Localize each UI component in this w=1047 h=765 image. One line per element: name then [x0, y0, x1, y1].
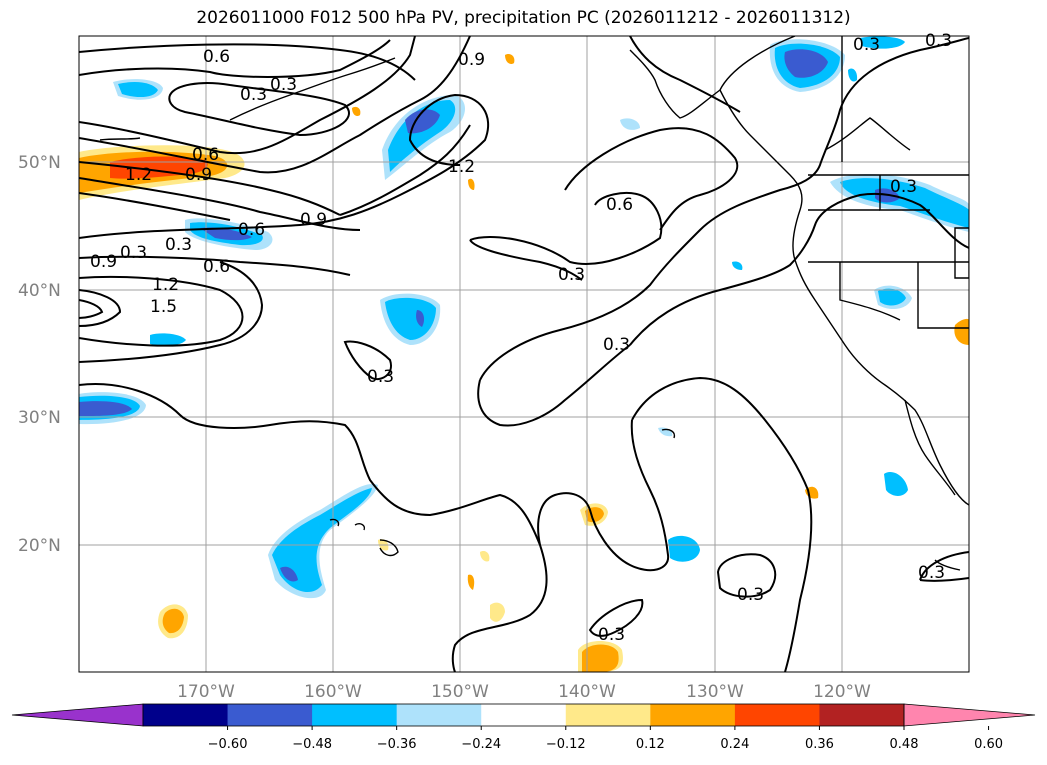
precip-positive-blob	[505, 53, 515, 65]
colorbar-tick-label: −0.24	[461, 737, 501, 752]
lon-label: 170°W	[177, 682, 235, 702]
precip-negative-blob	[848, 68, 858, 82]
figure-title: 2026011000 F012 500 hPa PV, precipitatio…	[196, 8, 851, 28]
precip-negative-blob	[860, 36, 905, 49]
colorbar-tick-label: 0.60	[974, 737, 1003, 752]
precip-positive-blob	[954, 318, 969, 345]
precip-negative-blob	[385, 297, 436, 340]
contour-label: 0.3	[240, 85, 267, 105]
precip-negative-blob	[416, 310, 425, 327]
map-frame	[78, 35, 970, 673]
precip-positive-blob	[468, 178, 475, 190]
lat-label: 30°N	[18, 408, 61, 428]
lat-label: 20°N	[18, 536, 61, 556]
contour-label: 0.3	[165, 235, 192, 255]
precip-positive-blob	[480, 551, 490, 562]
colorbar-extend-min	[11, 703, 144, 727]
contour-label: 0.3	[853, 35, 880, 55]
colorbar-tick-label: −0.36	[377, 737, 417, 752]
contour-label: 0.9	[300, 210, 327, 230]
lat-label: 40°N	[18, 281, 61, 301]
contour-label: 0.9	[185, 165, 212, 185]
contour-label: 0.9	[90, 252, 117, 272]
colorbar-segment	[734, 704, 820, 726]
colorbar-segment	[650, 704, 736, 726]
colorbar-tick-label: −0.48	[292, 737, 332, 752]
contour-label: 0.3	[120, 243, 147, 263]
precip-negative-blob	[620, 118, 640, 130]
lon-label: 140°W	[558, 682, 616, 702]
colorbar-tick-label: 0.12	[636, 737, 665, 752]
colorbar-segment	[227, 704, 313, 726]
lon-label: 120°W	[813, 682, 871, 702]
contour-label: 0.6	[203, 257, 230, 277]
colorbar-tick-label: −0.12	[546, 737, 586, 752]
colorbar-tick-label: 0.48	[890, 737, 919, 752]
precip-negative-blob	[405, 109, 440, 134]
contour-label: 0.3	[598, 625, 625, 645]
contour-label: 0.6	[203, 47, 230, 67]
precip-negative-blob	[150, 333, 186, 346]
colorbar-tick-label: −0.60	[208, 737, 248, 752]
contour-label: 1.5	[150, 297, 177, 317]
colorbar-segment	[312, 704, 398, 726]
precip-positive-blob	[490, 602, 505, 622]
colorbar-segment	[819, 704, 905, 726]
precip-fill-layer	[79, 36, 969, 672]
precip-negative-blob	[118, 82, 158, 98]
contour-label: 0.3	[270, 75, 297, 95]
precip-negative-blob	[784, 49, 828, 78]
contour-label: 0.6	[606, 195, 633, 215]
graticule	[79, 36, 969, 672]
contour-label: 0.3	[558, 265, 585, 285]
contour-label: 0.6	[238, 220, 265, 240]
precip-negative-blob	[884, 471, 908, 496]
lon-label: 150°W	[431, 682, 489, 702]
colorbar: −0.60 −0.48 −0.36 −0.24 −0.12 0.12 0.24 0.36 0.4…	[11, 703, 1036, 752]
contour-label-layer: 0.6 0.3 0.9 0.3 0.6 1.2 0.6 0.9 0.3 0.9 …	[90, 31, 952, 645]
lat-label: 50°N	[18, 153, 61, 173]
colorbar-tick-label: 0.24	[720, 737, 749, 752]
lon-label: 130°W	[686, 682, 744, 702]
contour-label: 0.3	[737, 585, 764, 605]
precip-negative-blob	[280, 566, 298, 582]
precip-negative-blob	[200, 227, 252, 241]
precip-positive-blob	[352, 106, 361, 117]
precip-negative-blob	[79, 401, 132, 416]
contour-label: 1.2	[448, 157, 475, 177]
colorbar-segment	[396, 704, 482, 726]
precip-negative-blob	[272, 488, 372, 593]
contour-label: 0.3	[367, 367, 394, 387]
colorbar-segment	[565, 704, 651, 726]
lat-label-group: 50°N 40°N 30°N 20°N	[18, 153, 61, 556]
colorbar-frame	[142, 703, 905, 727]
contour-label: 1.2	[125, 165, 152, 185]
coastline-layer	[99, 36, 969, 571]
colorbar-extend-max	[903, 703, 1036, 727]
pv-contour-layer	[79, 36, 969, 672]
precip-negative-blob	[668, 535, 700, 562]
precip-positive-blob	[467, 574, 475, 590]
lon-label: 160°W	[304, 682, 362, 702]
contour-label: 0.3	[890, 177, 917, 197]
contour-label: 0.3	[918, 563, 945, 583]
colorbar-tick-label: 0.36	[805, 737, 834, 752]
precip-negative-blob	[840, 178, 969, 228]
colorbar-segment	[143, 704, 229, 726]
contour-label: 1.2	[152, 275, 179, 295]
contour-label: 0.3	[925, 31, 952, 51]
precip-negative-blob	[732, 261, 743, 270]
precip-positive-blob	[162, 608, 184, 634]
contour-label: 0.9	[458, 50, 485, 70]
precip-negative-blob	[878, 288, 906, 306]
precip-positive-blob	[582, 644, 619, 672]
contour-label: 0.3	[603, 335, 630, 355]
contour-label: 0.6	[192, 145, 219, 165]
colorbar-segment	[481, 704, 567, 726]
lon-label-group: 170°W 160°W 150°W 140°W 130°W 120°W	[177, 682, 871, 702]
